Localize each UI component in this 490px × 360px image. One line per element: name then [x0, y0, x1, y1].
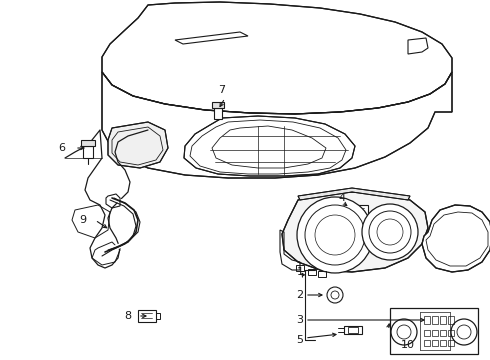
Polygon shape	[184, 116, 355, 176]
Text: 10: 10	[401, 340, 415, 350]
Circle shape	[362, 204, 418, 260]
Text: 2: 2	[296, 290, 304, 300]
Text: 7: 7	[219, 85, 225, 95]
Circle shape	[451, 319, 477, 345]
Polygon shape	[344, 326, 362, 334]
Text: 9: 9	[79, 215, 87, 225]
Circle shape	[391, 319, 417, 345]
Text: 3: 3	[296, 315, 303, 325]
Polygon shape	[83, 146, 93, 158]
Text: 6: 6	[58, 143, 66, 153]
Polygon shape	[282, 192, 428, 272]
Polygon shape	[138, 310, 156, 322]
FancyBboxPatch shape	[390, 308, 478, 354]
Polygon shape	[102, 72, 452, 178]
Polygon shape	[212, 102, 224, 108]
Text: 8: 8	[124, 311, 131, 321]
Polygon shape	[81, 140, 95, 146]
Polygon shape	[214, 108, 222, 119]
Polygon shape	[108, 122, 168, 168]
Polygon shape	[298, 188, 410, 200]
Polygon shape	[422, 205, 490, 272]
Text: 4: 4	[339, 193, 345, 203]
Circle shape	[327, 287, 343, 303]
Polygon shape	[102, 2, 452, 114]
Circle shape	[297, 197, 373, 273]
Text: 1: 1	[296, 267, 303, 277]
Polygon shape	[350, 205, 368, 217]
Text: 5: 5	[296, 335, 303, 345]
